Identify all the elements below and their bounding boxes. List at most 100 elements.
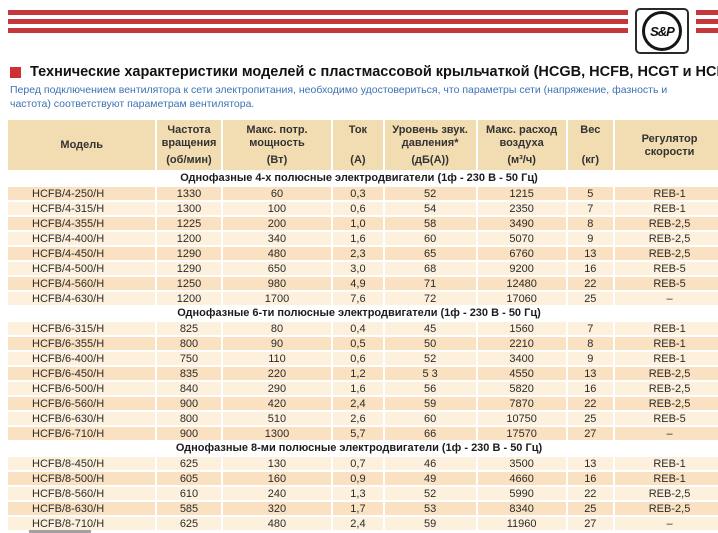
cell-regulator: REB-1 xyxy=(615,322,718,336)
cell-noise: 68 xyxy=(384,262,476,276)
cell-noise: 72 xyxy=(384,292,476,306)
cell-weight: 7 xyxy=(567,322,614,336)
cell-weight: 22 xyxy=(567,487,614,501)
table-row: HCFB/4-250/H 1330 60 0,3 52 1215 5 REB-1 xyxy=(8,187,718,201)
column-header-airflow: Макс. расход воздуха (м³/ч) xyxy=(477,120,566,171)
cell-rpm: 625 xyxy=(157,517,221,531)
cell-airflow: 7870 xyxy=(477,397,566,411)
cell-regulator: REB-2,5 xyxy=(615,367,718,381)
cell-power: 480 xyxy=(222,247,332,261)
table-row: HCFB/8-630/H 585 320 1,7 53 8340 25 REB-2,5 xyxy=(8,502,718,516)
cell-noise: 52 xyxy=(384,187,476,201)
cell-weight: 8 xyxy=(567,337,614,351)
cell-weight: 25 xyxy=(567,412,614,426)
cell-current: 0,6 xyxy=(333,352,383,366)
cell-airflow: 12480 xyxy=(477,277,566,291)
cell-airflow: 5990 xyxy=(477,487,566,501)
cell-current: 1,3 xyxy=(333,487,383,501)
cell-weight: 13 xyxy=(567,247,614,261)
cell-power: 160 xyxy=(222,472,332,486)
cell-noise: 59 xyxy=(384,397,476,411)
cell-noise: 54 xyxy=(384,202,476,216)
banner-stripes xyxy=(8,8,628,33)
cell-regulator: REB-1 xyxy=(615,187,718,201)
cell-current: 5,7 xyxy=(333,427,383,441)
cell-rpm: 900 xyxy=(157,397,221,411)
cell-weight: 27 xyxy=(567,427,614,441)
cell-rpm: 1250 xyxy=(157,277,221,291)
cell-rpm: 625 xyxy=(157,457,221,471)
column-unit: (кг) xyxy=(581,154,600,167)
cell-rpm: 1290 xyxy=(157,262,221,276)
column-label: Ток xyxy=(348,124,368,137)
cell-model: HCFB/4-630/H xyxy=(8,292,156,306)
table-row: HCFB/4-400/H 1200 340 1,6 60 5070 9 REB-2,5 xyxy=(8,232,718,246)
cell-rpm: 840 xyxy=(157,382,221,396)
cell-regulator: – xyxy=(615,517,718,531)
cell-current: 0,6 xyxy=(333,202,383,216)
table-row: HCFB/6-450/H 835 220 1,2 5 3 4550 13 REB-2,5 xyxy=(8,367,718,381)
table-row: HCFB/4-560/H 1250 980 4,9 71 12480 22 REB-5 xyxy=(8,277,718,291)
cell-noise: 50 xyxy=(384,337,476,351)
cell-noise: 71 xyxy=(384,277,476,291)
cell-power: 80 xyxy=(222,322,332,336)
cell-power: 60 xyxy=(222,187,332,201)
cell-regulator: REB-5 xyxy=(615,262,718,276)
table-row: HCFB/8-450/H 625 130 0,7 46 3500 13 REB-1 xyxy=(8,457,718,471)
table-row: HCFB/6-630/H 800 510 2,6 60 10750 25 REB-5 xyxy=(8,412,718,426)
cell-rpm: 1290 xyxy=(157,247,221,261)
cell-weight: 9 xyxy=(567,352,614,366)
section-header: Однофазные 6-ти полюсные электродвигател… xyxy=(8,307,710,321)
column-header-noise: Уровень звук. давления* (дБ(А)) xyxy=(384,120,476,171)
cell-power: 100 xyxy=(222,202,332,216)
table-row: HCFB/4-355/H 1225 200 1,0 58 3490 8 REB-2,5 xyxy=(8,217,718,231)
cell-weight: 9 xyxy=(567,232,614,246)
cell-rpm: 1300 xyxy=(157,202,221,216)
cell-airflow: 17570 xyxy=(477,427,566,441)
table-header-row: Модель Частота вращения (об/мин) Макс. потр… xyxy=(8,120,718,171)
cell-regulator: REB-2,5 xyxy=(615,397,718,411)
page-title: Технические характеристики моделей с пла… xyxy=(30,64,718,80)
cell-airflow: 17060 xyxy=(477,292,566,306)
column-label: Регулятор скорости xyxy=(641,132,698,158)
cell-power: 200 xyxy=(222,217,332,231)
red-stripe xyxy=(696,19,718,24)
cell-model: HCFB/8-500/H xyxy=(8,472,156,486)
cell-weight: 5 xyxy=(567,187,614,201)
table-row: HCFB/8-500/H 605 160 0,9 49 4660 16 REB-1 xyxy=(8,472,718,486)
cell-model: HCFB/6-355/H xyxy=(8,337,156,351)
cell-rpm: 585 xyxy=(157,502,221,516)
column-header-power: Макс. потр. мощность (Вт) xyxy=(222,120,332,171)
cell-weight: 8 xyxy=(567,217,614,231)
cell-noise: 45 xyxy=(384,322,476,336)
cell-airflow: 4660 xyxy=(477,472,566,486)
cell-model: HCFB/4-500/H xyxy=(8,262,156,276)
table-row: HCFB/6-500/H 840 290 1,6 56 5820 16 REB-2,5 xyxy=(8,382,718,396)
cell-current: 1,6 xyxy=(333,382,383,396)
cell-rpm: 1200 xyxy=(157,232,221,246)
cell-current: 2,4 xyxy=(333,397,383,411)
cell-power: 480 xyxy=(222,517,332,531)
cell-power: 320 xyxy=(222,502,332,516)
column-header-regulator: Регулятор скорости xyxy=(615,120,718,171)
cell-power: 110 xyxy=(222,352,332,366)
cutoff-footnote-fragment xyxy=(29,530,91,533)
cell-weight: 25 xyxy=(567,292,614,306)
cell-model: HCFB/4-400/H xyxy=(8,232,156,246)
cell-regulator: REB-2,5 xyxy=(615,247,718,261)
table-row: HCFB/4-315/H 1300 100 0,6 54 2350 7 REB-1 xyxy=(8,202,718,216)
cell-regulator: REB-1 xyxy=(615,202,718,216)
cell-model: HCFB/6-500/H xyxy=(8,382,156,396)
cell-power: 90 xyxy=(222,337,332,351)
cell-airflow: 11960 xyxy=(477,517,566,531)
cell-rpm: 1330 xyxy=(157,187,221,201)
column-label: Вес xyxy=(580,124,601,137)
cell-airflow: 2350 xyxy=(477,202,566,216)
cell-noise: 5 3 xyxy=(384,367,476,381)
column-header-weight: Вес (кг) xyxy=(567,120,614,171)
cell-weight: 13 xyxy=(567,367,614,381)
cell-current: 0,4 xyxy=(333,322,383,336)
red-stripe xyxy=(8,28,628,33)
cell-regulator: REB-2,5 xyxy=(615,217,718,231)
cell-model: HCFB/4-355/H xyxy=(8,217,156,231)
